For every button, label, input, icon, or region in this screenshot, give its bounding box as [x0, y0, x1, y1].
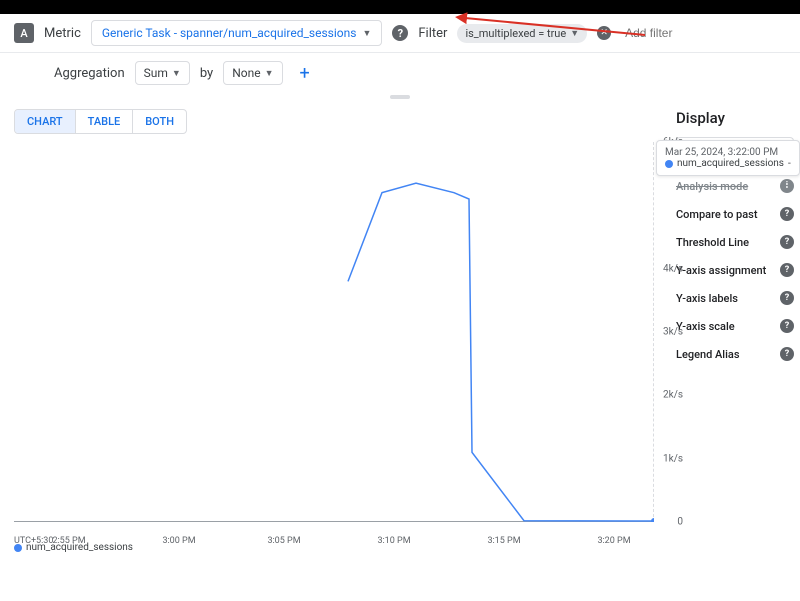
- groupby-select[interactable]: None ▼: [223, 61, 282, 85]
- chevron-down-icon: ▼: [265, 68, 274, 79]
- side-option[interactable]: Y-axis labels?: [676, 284, 794, 312]
- tooltip-timestamp: Mar 25, 2024, 3:22:00 PM: [665, 147, 791, 158]
- tab-both[interactable]: BOTH: [133, 110, 186, 133]
- help-icon: ?: [780, 263, 794, 277]
- side-option[interactable]: Compare to past?: [676, 200, 794, 228]
- chart-legend[interactable]: num_acquired_sessions: [14, 542, 656, 553]
- help-icon: ?: [780, 347, 794, 361]
- side-option[interactable]: Y-axis scale?: [676, 312, 794, 340]
- query-badge[interactable]: A: [14, 23, 34, 43]
- help-icon: ?: [780, 291, 794, 305]
- side-option[interactable]: Y-axis assignment?: [676, 256, 794, 284]
- help-icon[interactable]: ?: [392, 25, 408, 41]
- aggregation-row: Aggregation Sum ▼ by None ▼ +: [0, 53, 800, 93]
- filter-label: Filter: [418, 26, 447, 41]
- metric-selector[interactable]: Generic Task - spanner/num_acquired_sess…: [91, 20, 383, 46]
- side-option[interactable]: Legend Alias?: [676, 340, 794, 368]
- by-label: by: [200, 66, 213, 81]
- tab-chart[interactable]: CHART: [15, 110, 76, 133]
- metric-label: Metric: [44, 26, 81, 41]
- chevron-down-icon: ▼: [172, 68, 181, 79]
- chevron-down-icon: ▼: [362, 28, 371, 39]
- line-chart[interactable]: 01k/s2k/s3k/s4k/s6k/s UTC+5:302:55 PM3:0…: [14, 142, 654, 522]
- chart-panel: CHART TABLE BOTH 01k/s2k/s3k/s4k/s6k/s U…: [0, 101, 670, 601]
- view-tabs: CHART TABLE BOTH: [14, 109, 187, 134]
- metric-value: Generic Task - spanner/num_acquired_sess…: [102, 26, 357, 40]
- display-panel: Display Widget type Line chart Analysis …: [670, 101, 800, 601]
- tooltip-value: -: [788, 158, 791, 169]
- display-title: Display: [676, 109, 794, 127]
- drag-handle-icon[interactable]: [390, 95, 410, 99]
- aggregation-label: Aggregation: [54, 66, 125, 81]
- help-icon: ?: [780, 235, 794, 249]
- aggregation-func-select[interactable]: Sum ▼: [135, 61, 190, 85]
- side-option[interactable]: Threshold Line?: [676, 228, 794, 256]
- metric-filter-row: A Metric Generic Task - spanner/num_acqu…: [0, 14, 800, 53]
- add-aggregation-button[interactable]: +: [293, 61, 317, 85]
- tooltip-series: num_acquired_sessions: [677, 158, 784, 169]
- top-black-bar: [0, 0, 800, 14]
- tooltip-dot-icon: [665, 160, 673, 168]
- tab-table[interactable]: TABLE: [76, 110, 134, 133]
- help-icon: ?: [780, 319, 794, 333]
- chart-tooltip: Mar 25, 2024, 3:22:00 PM num_acquired_se…: [656, 140, 800, 176]
- analysis-mode-item[interactable]: Analysis mode i: [676, 172, 794, 200]
- help-icon: ?: [780, 207, 794, 221]
- info-icon: i: [780, 179, 794, 193]
- callout-arrow: [450, 10, 650, 40]
